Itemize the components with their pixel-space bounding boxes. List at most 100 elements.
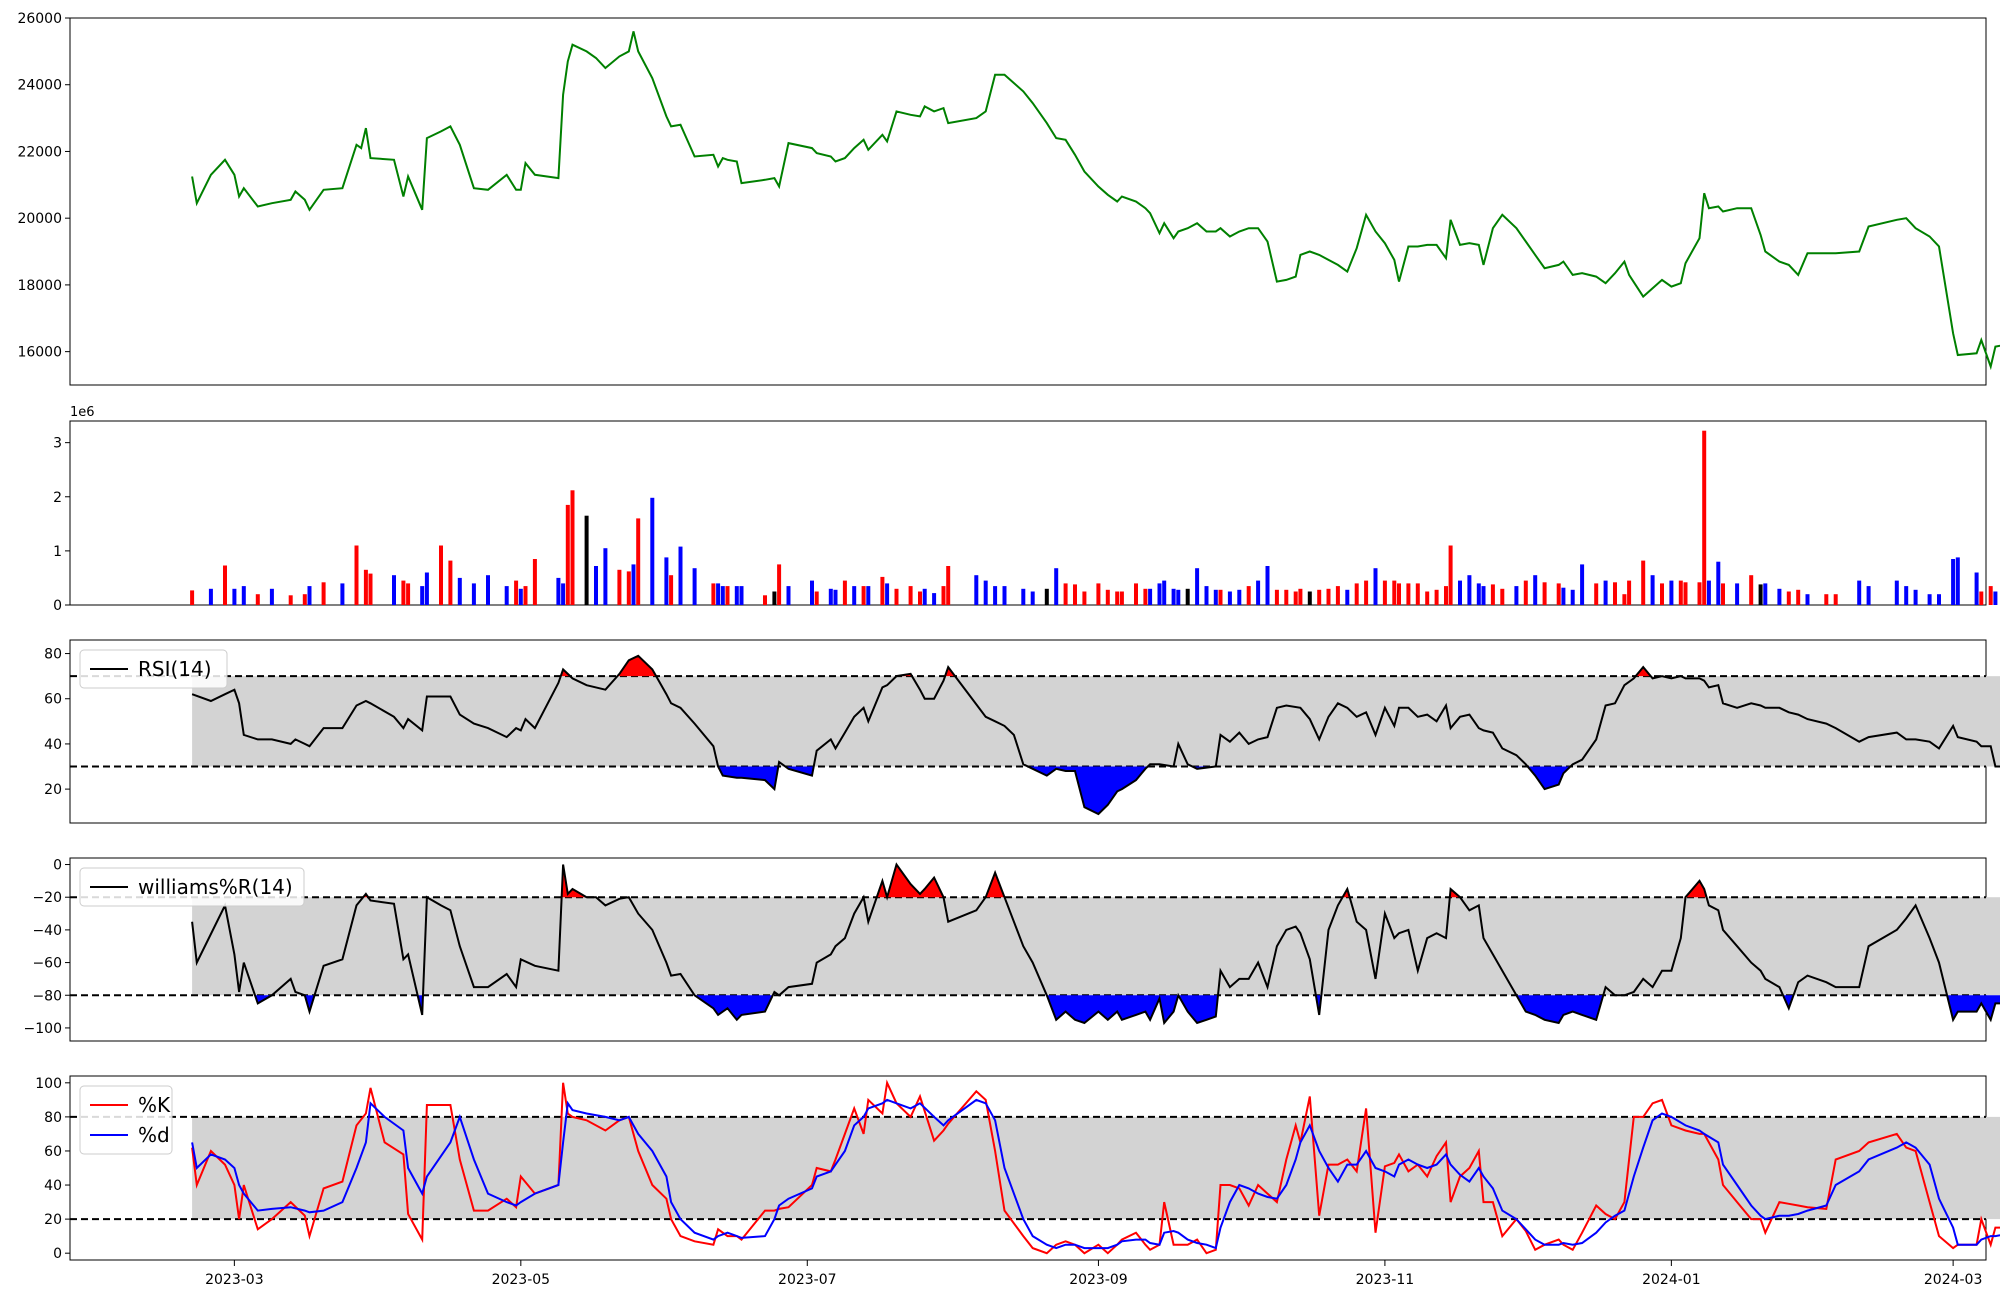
volume-bar (1256, 580, 1261, 605)
stochastic-panel: 0 20 40 60 80 100 %K %d (35, 1075, 2000, 1262)
volume-bar (570, 490, 575, 605)
volume-bar (232, 588, 237, 605)
volume-bar (631, 564, 636, 605)
volume-bar (1134, 583, 1138, 605)
volume-bar (669, 575, 674, 605)
volume-bar (1833, 594, 1838, 605)
y-tick-label: 80 (44, 647, 62, 663)
volume-bar (368, 573, 373, 605)
overbought-fill (617, 655, 657, 677)
volume-bar (208, 588, 213, 605)
volume-bar (1716, 561, 1721, 605)
volume-bar (1317, 589, 1322, 605)
volume-bar (321, 582, 326, 605)
volume-bar (1786, 591, 1791, 605)
y-tick-label: 40 (44, 1178, 62, 1194)
volume-bar (1490, 584, 1495, 605)
volume-bar (1702, 430, 1707, 605)
volume-bar (1044, 588, 1049, 605)
volume-bar (716, 583, 721, 605)
legend-label: RSI(14) (138, 657, 212, 681)
oversold-fill (1947, 995, 2000, 1020)
x-tick-label: 2023-07 (778, 1272, 837, 1288)
volume-bar (918, 591, 922, 605)
y-tick-label: 1 (53, 544, 62, 560)
volume-bar (354, 545, 359, 605)
volume-bar (1105, 589, 1110, 605)
volume-bar (1397, 583, 1401, 605)
legend-box (79, 1085, 173, 1155)
volume-bar (1857, 580, 1862, 605)
volume-bar (1406, 583, 1411, 605)
volume-bar (1951, 559, 1956, 605)
volume-bar (392, 575, 396, 605)
volume-bar (983, 580, 988, 605)
y-tick-label: 0 (53, 858, 62, 874)
volume-bar (777, 564, 782, 605)
rsi-panel: 20 40 60 80 RSI(14) (44, 639, 2000, 824)
volume-bar (866, 586, 871, 605)
volume-bar (1735, 583, 1740, 605)
volume-bar (1392, 580, 1397, 605)
volume-bar (255, 594, 260, 605)
volume-bar (1467, 575, 1472, 605)
overbought-fill (876, 880, 888, 898)
neutral-band (192, 1116, 2000, 1220)
volume-bar (1425, 591, 1430, 605)
legend-label: %K (138, 1093, 171, 1117)
volume-bar (636, 518, 641, 605)
volume-bar (1796, 589, 1801, 605)
oversold-fill (304, 995, 315, 1012)
volume-bar (1866, 586, 1871, 605)
volume-bar (190, 590, 195, 605)
volume-bar (584, 515, 589, 605)
x-tick-label: 2023-11 (1356, 1272, 1415, 1288)
williams-r-line (191, 862, 2000, 1026)
k-line (191, 1079, 2000, 1255)
y-tick-label: 26000 (17, 11, 62, 27)
volume-bar (223, 565, 227, 605)
volume-bar (486, 575, 490, 605)
volume-bar (1758, 584, 1763, 605)
y-tick-label: 60 (44, 692, 62, 708)
legend-label: %d (138, 1123, 170, 1147)
y-tick-label: 20 (44, 782, 62, 798)
volume-bar (420, 586, 425, 605)
volume-bar (711, 583, 716, 605)
x-tick-label: 2023-09 (1069, 1272, 1128, 1288)
volume-bar (424, 572, 429, 605)
volume-bar (1335, 586, 1340, 605)
volume-bar (739, 586, 744, 605)
volume-bar (1805, 594, 1810, 605)
volume-bar (1148, 588, 1153, 605)
volume-bar (1002, 586, 1007, 605)
volume-panel: 0 1 2 3 (53, 420, 1998, 614)
volume-bar (288, 595, 293, 605)
volume-bar (763, 595, 767, 605)
volume-bar (650, 497, 655, 605)
volume-bar (1627, 580, 1632, 605)
volume-bar (664, 557, 669, 605)
volume-bar (1777, 588, 1782, 605)
volume-bar (302, 594, 307, 605)
volume-bar (514, 580, 519, 605)
neutral-band (192, 676, 2000, 767)
x-tick-label: 2024-03 (1924, 1272, 1983, 1288)
volume-bar (941, 586, 946, 605)
volume-bar (1119, 591, 1124, 605)
volume-bar (974, 575, 979, 605)
volume-bar (880, 576, 885, 605)
volume-bar (1660, 583, 1664, 605)
volume-bar (1613, 582, 1617, 605)
volume-bar (1274, 589, 1279, 605)
volume-bar (1706, 580, 1711, 605)
volume-bar (1763, 583, 1768, 605)
volume-offset-label: 1e6 (70, 405, 95, 420)
volume-bar (401, 580, 406, 605)
oversold-fill (694, 995, 773, 1020)
volume-bar (269, 588, 274, 605)
volume-bar (1988, 586, 1993, 605)
volume-bar (1021, 588, 1026, 605)
